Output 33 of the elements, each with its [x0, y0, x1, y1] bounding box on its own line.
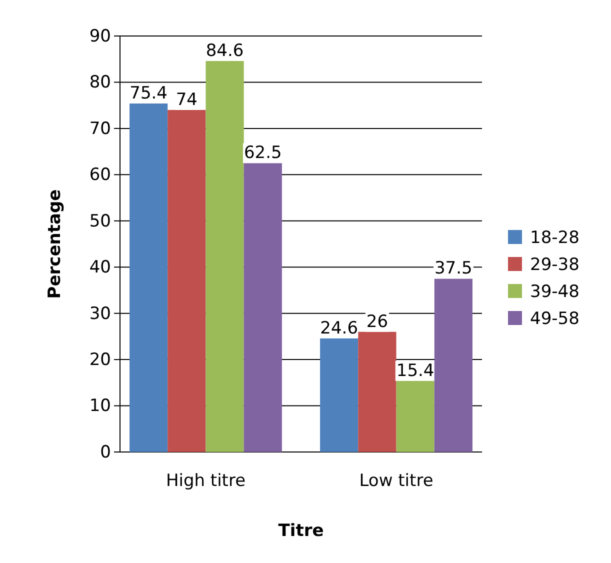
y-axis-title: Percentage	[45, 189, 65, 299]
bar	[320, 338, 358, 452]
data-label: 26	[366, 312, 388, 332]
x-tick-label: Low titre	[359, 471, 434, 492]
bar	[168, 110, 206, 452]
y-tick-label: 0	[100, 442, 111, 462]
data-label: 62.5	[244, 143, 282, 164]
data-label: 37.5	[434, 258, 472, 279]
data-label: 84.6	[206, 40, 244, 61]
y-tick-label: 90	[89, 26, 111, 46]
y-tick-label: 70	[89, 118, 111, 139]
data-label: 74	[176, 90, 198, 110]
y-tick-label: 40	[89, 258, 111, 278]
y-tick-label: 50	[89, 211, 111, 232]
y-tick-label: 80	[89, 72, 111, 93]
data-label: 24.6	[320, 318, 358, 338]
y-tick-label: 60	[89, 165, 111, 186]
legend-label: 18-28	[530, 228, 580, 248]
data-label: 15.4	[396, 360, 434, 381]
bar	[206, 60, 244, 452]
legend-label: 39-48	[530, 282, 580, 302]
y-tick-label: 10	[89, 396, 111, 416]
bar	[130, 103, 168, 452]
x-axis-title: Titre	[278, 521, 324, 541]
bar	[358, 332, 396, 452]
bar	[244, 163, 282, 452]
bar	[396, 380, 434, 452]
y-tick-label: 30	[89, 304, 111, 324]
data-label: 75.4	[130, 83, 168, 104]
legend-label: 29-38	[530, 255, 580, 275]
x-tick-label: High titre	[166, 471, 246, 492]
y-tick-label: 20	[89, 350, 111, 370]
legend-label: 49-58	[530, 309, 580, 329]
